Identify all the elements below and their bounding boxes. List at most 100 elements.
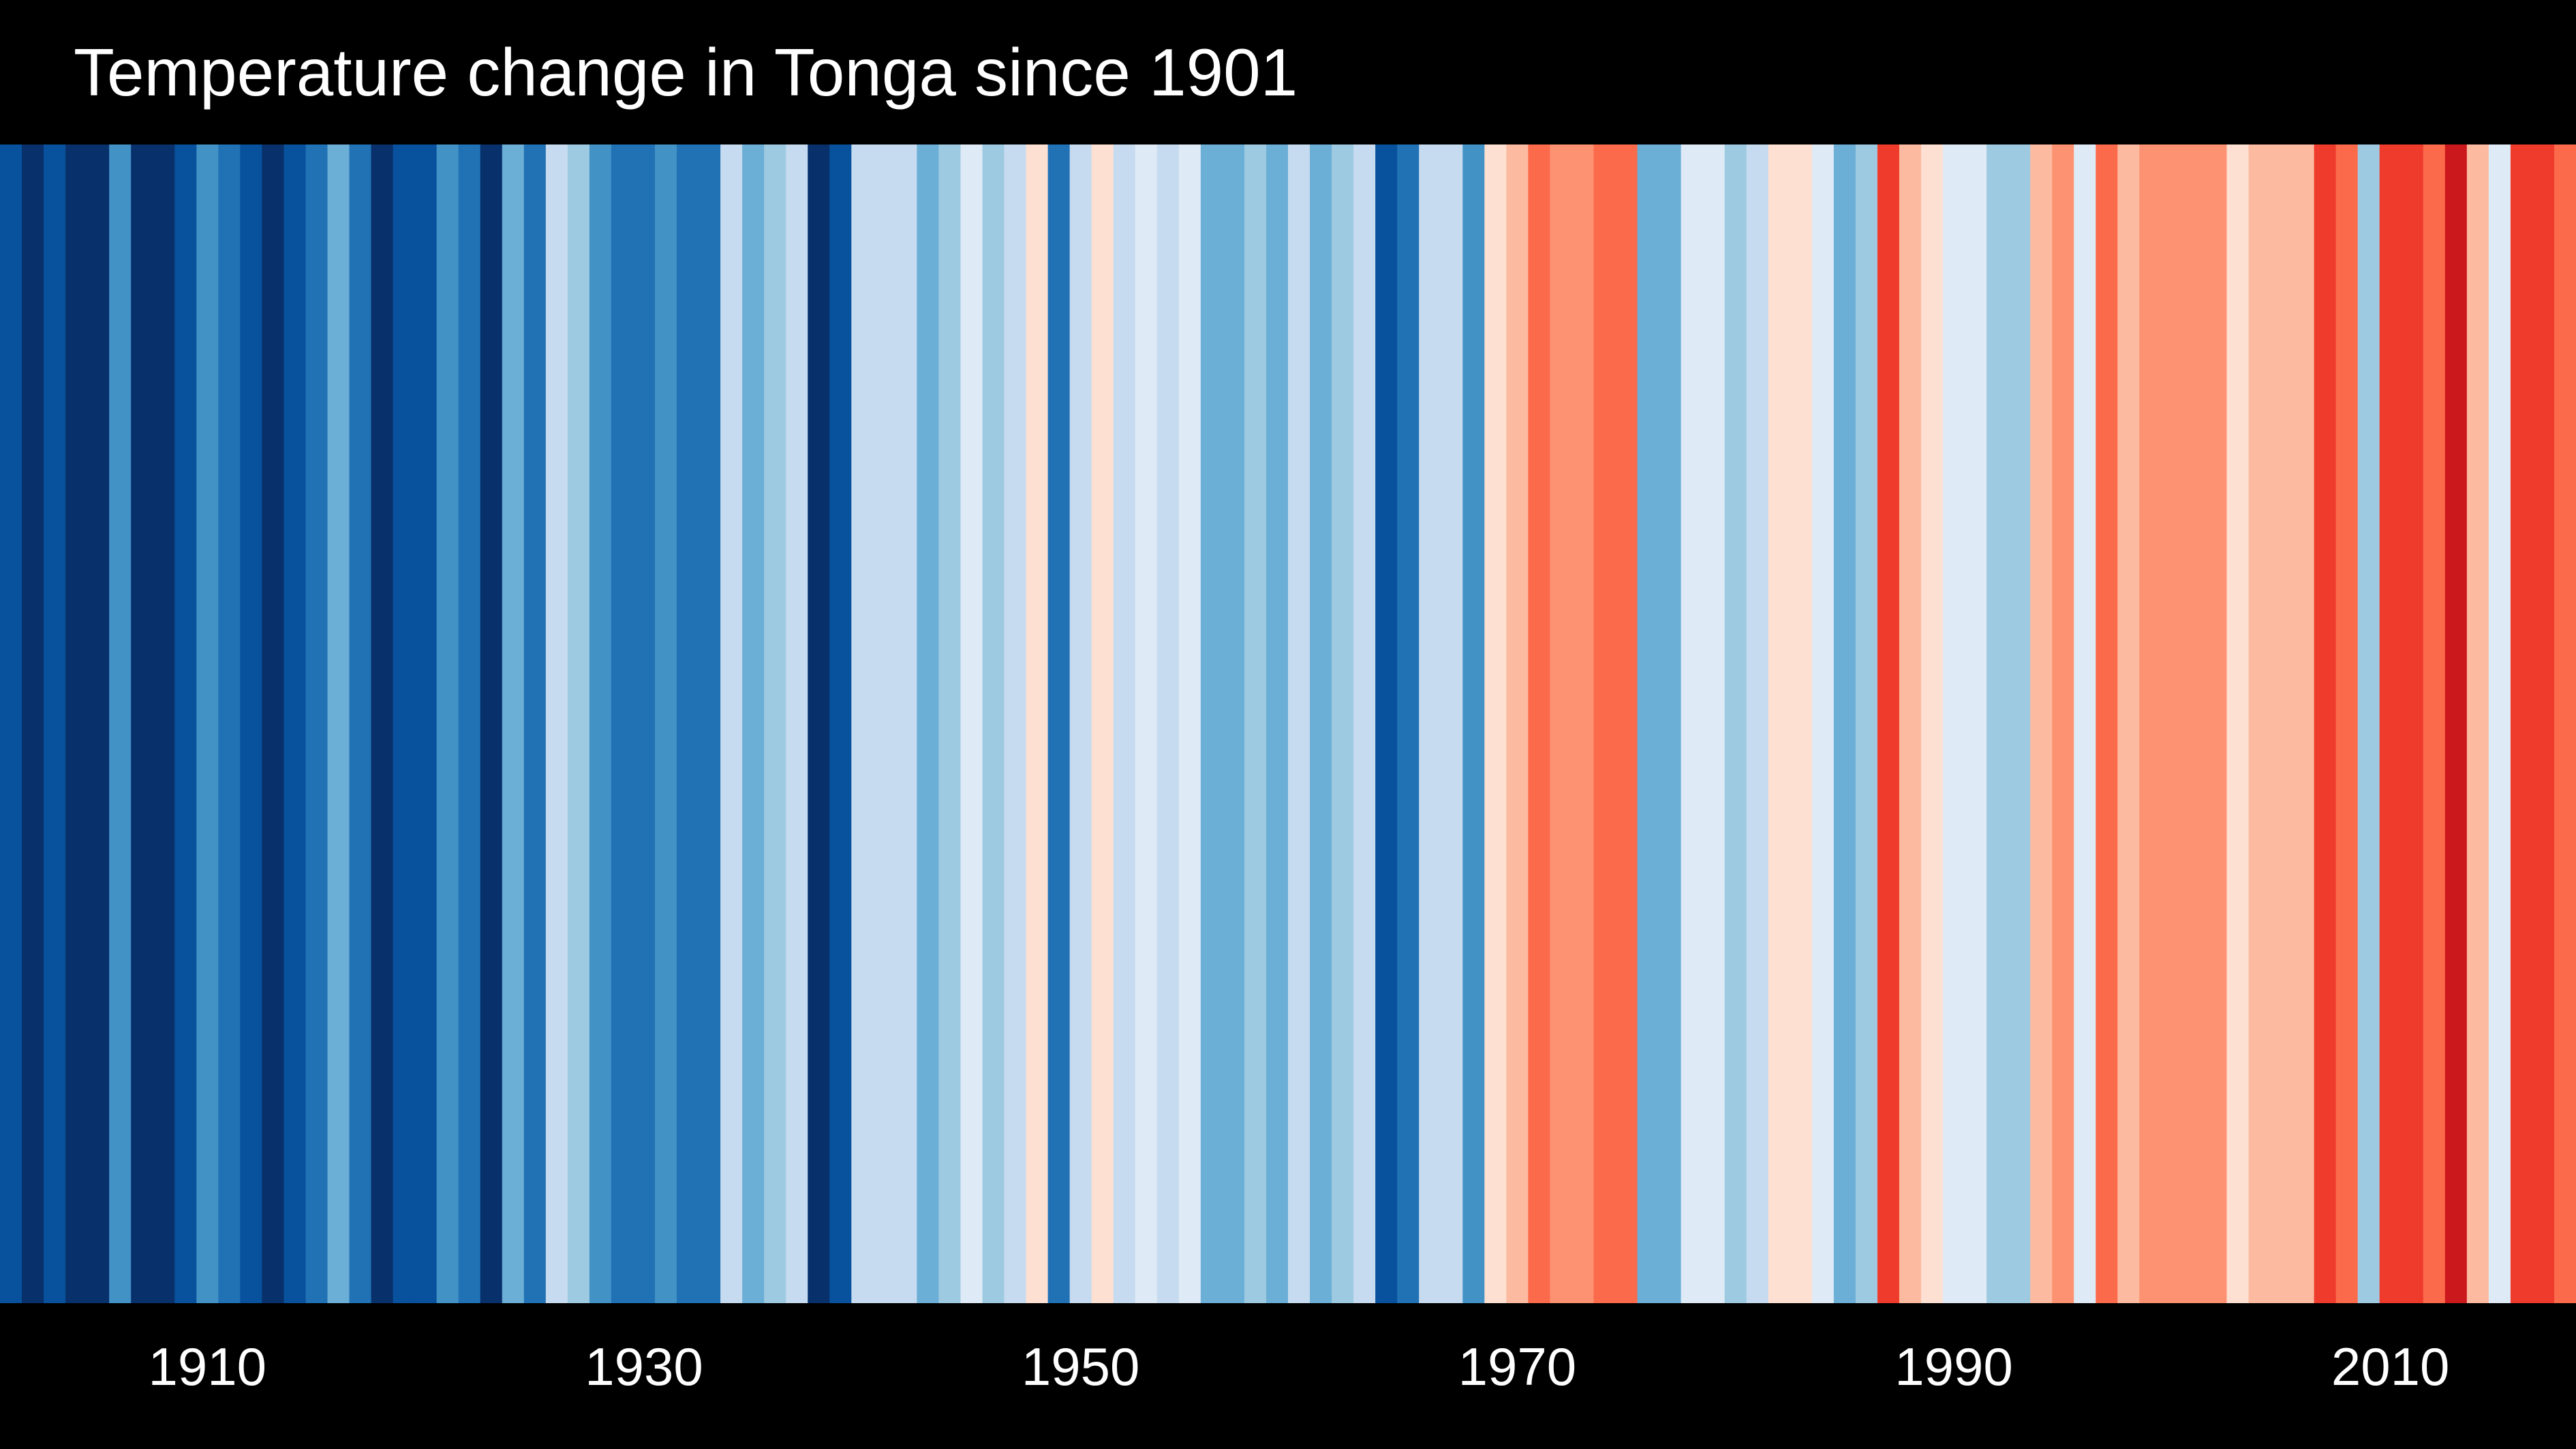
stripe-1947 [1004, 144, 1027, 1303]
x-tick-label-1950: 1950 [1021, 1337, 1140, 1397]
stripe-1929 [611, 144, 634, 1303]
stripe-1952 [1113, 144, 1136, 1303]
stripe-2009 [2357, 144, 2380, 1303]
stripe-2017 [2532, 144, 2555, 1303]
stripe-1917 [349, 144, 372, 1303]
stripe-1905 [87, 144, 110, 1303]
stripe-1979 [1702, 144, 1726, 1303]
stripe-1904 [65, 144, 88, 1303]
stripe-1980 [1724, 144, 1747, 1303]
stripe-1990 [1943, 144, 1965, 1303]
stripe-1924 [502, 144, 525, 1303]
stripe-1901 [0, 144, 22, 1303]
stripe-1928 [589, 144, 612, 1303]
stripe-1998 [2117, 144, 2141, 1303]
warming-stripes [0, 144, 2576, 1303]
stripe-1933 [699, 144, 721, 1303]
stripe-1910 [196, 144, 219, 1303]
stripe-2006 [2292, 144, 2315, 1303]
stripe-1951 [1091, 144, 1114, 1303]
stripe-1916 [327, 144, 350, 1303]
stripe-2001 [2183, 144, 2206, 1303]
stripe-2002 [2205, 144, 2228, 1303]
stripe-1982 [1768, 144, 1791, 1303]
stripe-1934 [720, 144, 743, 1303]
stripe-1930 [632, 144, 656, 1303]
stripe-1962 [1332, 144, 1354, 1303]
stripe-1902 [22, 144, 44, 1303]
stripe-1940 [851, 144, 874, 1303]
stripe-1976 [1637, 144, 1660, 1303]
stripe-1954 [1156, 144, 1180, 1303]
x-tick-label-1990: 1990 [1895, 1337, 2013, 1397]
stripe-1909 [174, 144, 198, 1303]
chart-title: Temperature change in Tonga since 1901 [74, 35, 1298, 110]
stripe-1912 [240, 144, 263, 1303]
stripe-1986 [1855, 144, 1878, 1303]
x-tick-label-1910: 1910 [148, 1337, 267, 1397]
stripe-1972 [1550, 144, 1573, 1303]
stripe-2018 [2554, 144, 2576, 1303]
stripe-1915 [305, 144, 328, 1303]
stripe-1936 [764, 144, 787, 1303]
stripe-1908 [153, 144, 176, 1303]
stripe-1973 [1571, 144, 1595, 1303]
stripe-1919 [393, 144, 416, 1303]
stripe-1963 [1353, 144, 1376, 1303]
stripe-1911 [218, 144, 241, 1303]
stripe-1945 [960, 144, 983, 1303]
x-tick-label-1970: 1970 [1458, 1337, 1577, 1397]
stripe-1922 [458, 144, 481, 1303]
stripe-1942 [895, 144, 918, 1303]
stripe-1937 [786, 144, 809, 1303]
stripe-1957 [1222, 144, 1245, 1303]
stripe-1999 [2139, 144, 2162, 1303]
stripe-1920 [414, 144, 438, 1303]
stripe-1903 [44, 144, 66, 1303]
stripe-1913 [262, 144, 285, 1303]
stripe-2004 [2248, 144, 2271, 1303]
stripe-2012 [2423, 144, 2446, 1303]
x-tick-label-1930: 1930 [585, 1337, 703, 1397]
stripe-1939 [829, 144, 853, 1303]
stripe-1923 [480, 144, 503, 1303]
stripe-1927 [567, 144, 590, 1303]
stripe-2007 [2314, 144, 2337, 1303]
stripe-1993 [2008, 144, 2031, 1303]
stripe-1906 [109, 144, 132, 1303]
stripe-1925 [523, 144, 547, 1303]
stripe-1996 [2074, 144, 2097, 1303]
stripe-1969 [1484, 144, 1507, 1303]
stripe-2008 [2335, 144, 2359, 1303]
stripe-2014 [2466, 144, 2489, 1303]
stripe-2013 [2444, 144, 2468, 1303]
stripe-1921 [436, 144, 459, 1303]
stripe-1960 [1288, 144, 1310, 1303]
stripe-1948 [1026, 144, 1049, 1303]
stripe-1964 [1375, 144, 1398, 1303]
stripe-1944 [938, 144, 962, 1303]
stripe-1987 [1877, 144, 1900, 1303]
stripe-1983 [1790, 144, 1813, 1303]
stripe-1966 [1419, 144, 1442, 1303]
stripe-1968 [1462, 144, 1486, 1303]
stripe-1907 [131, 144, 154, 1303]
stripe-1958 [1244, 144, 1267, 1303]
stripe-1994 [2030, 144, 2053, 1303]
stripe-1914 [283, 144, 307, 1303]
stripe-1956 [1200, 144, 1223, 1303]
stripe-1943 [917, 144, 940, 1303]
stripe-1953 [1135, 144, 1158, 1303]
x-axis: 1910 1930 1950 1970 1990 2010 [0, 1303, 2576, 1449]
stripe-1975 [1615, 144, 1638, 1303]
stripe-1931 [655, 144, 677, 1303]
stripe-1989 [1920, 144, 1944, 1303]
stripe-1970 [1506, 144, 1529, 1303]
stripe-1997 [2096, 144, 2119, 1303]
stripe-1995 [2052, 144, 2075, 1303]
stripe-1974 [1593, 144, 1616, 1303]
stripe-1926 [545, 144, 568, 1303]
stripe-1988 [1899, 144, 1922, 1303]
stripe-2015 [2488, 144, 2511, 1303]
stripe-1950 [1069, 144, 1092, 1303]
